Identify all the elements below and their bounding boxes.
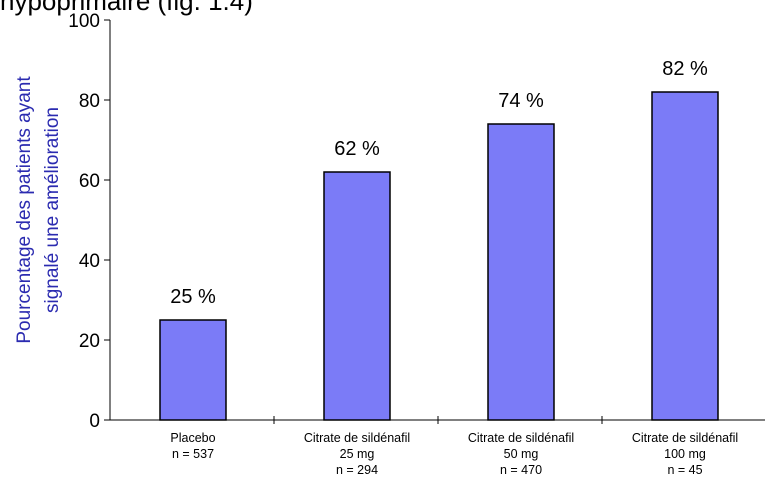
y-tick-label: 100 <box>68 11 100 32</box>
bars <box>159 91 719 421</box>
data-label: 62 % <box>334 138 380 160</box>
bar <box>159 319 227 421</box>
data-label: 74 % <box>498 90 544 112</box>
category-label-line: Citrate de sildénafil <box>632 431 738 445</box>
category-label-line: n = 45 <box>667 463 702 477</box>
y-axis-title-line-1: Pourcentage des patients ayant <box>14 76 35 344</box>
y-axis-ticks: 0 20 40 60 80 100 <box>68 11 110 432</box>
category-label-line: n = 470 <box>500 463 542 477</box>
bar <box>487 123 555 421</box>
y-tick-label: 40 <box>79 251 100 272</box>
data-labels: 25 % 62 % 74 % 82 % <box>170 58 708 308</box>
category-labels: Placebo n = 537 Citrate de sildénafil 25 mg… <box>170 431 738 477</box>
data-label: 82 % <box>662 58 708 80</box>
category-label-line: 25 mg <box>340 447 375 461</box>
category-label-line: 50 mg <box>504 447 539 461</box>
category-label-line: Citrate de sildénafil <box>468 431 574 445</box>
category-label-line: Citrate de sildénafil <box>304 431 410 445</box>
category-label-line: n = 537 <box>172 447 214 461</box>
y-tick-label: 60 <box>79 171 100 192</box>
y-axis-title-line-2: signalé une amélioration <box>42 107 63 313</box>
y-axis-title: Pourcentage des patients ayant signalé un… <box>14 76 63 344</box>
bar <box>323 171 391 421</box>
y-tick-label: 20 <box>79 331 100 352</box>
category-label-line: Placebo <box>170 431 215 445</box>
bar <box>651 91 719 421</box>
y-tick-label: 80 <box>79 91 100 112</box>
category-label-line: 100 mg <box>664 447 706 461</box>
y-tick-label: 0 <box>89 411 100 432</box>
data-label: 25 % <box>170 286 216 308</box>
top-caption: hypoprimaire (fig. 1.4) <box>0 0 253 16</box>
category-label-line: n = 294 <box>336 463 378 477</box>
